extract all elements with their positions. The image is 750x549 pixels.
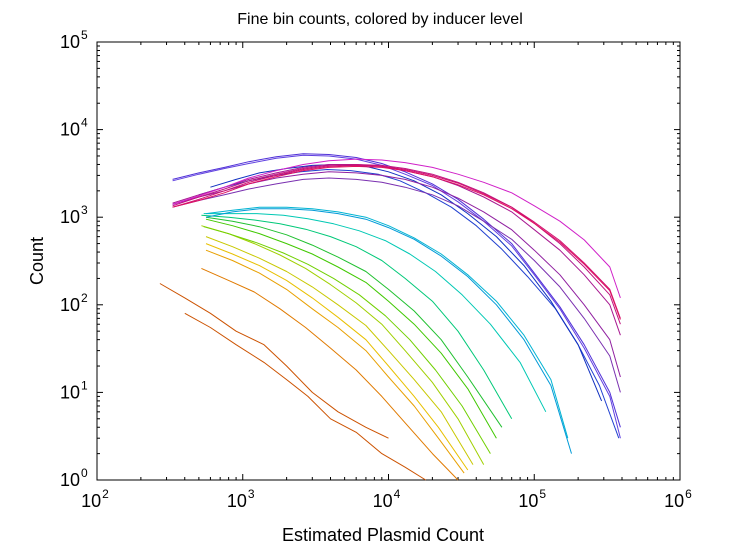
x-tick-exponent: 5 xyxy=(539,487,546,501)
series-line-1 xyxy=(159,283,389,439)
y-tick-label: 104 xyxy=(60,116,88,140)
series-line-6 xyxy=(205,236,474,465)
x-tick-exponent: 6 xyxy=(685,487,692,501)
series-line-3 xyxy=(201,267,459,481)
y-tick-exponent: 3 xyxy=(81,203,88,217)
x-tick-exponent: 4 xyxy=(394,487,401,501)
series-line-22 xyxy=(172,164,621,325)
series-line-7 xyxy=(201,225,485,465)
series-line-13 xyxy=(205,206,569,439)
series-line-25 xyxy=(172,158,621,299)
y-tick-label: 100 xyxy=(60,466,88,490)
series-line-4 xyxy=(205,249,465,474)
y-tick-exponent: 4 xyxy=(81,116,88,130)
y-tick-exponent: 2 xyxy=(81,291,88,305)
series-line-23 xyxy=(172,164,621,319)
y-tick-label: 103 xyxy=(60,203,88,227)
y-tick-label: 102 xyxy=(60,291,88,315)
y-tick-exponent: 5 xyxy=(81,28,88,42)
x-tick-label: 102 xyxy=(81,487,109,511)
x-tick-label: 103 xyxy=(227,487,255,511)
series-line-11 xyxy=(201,214,513,420)
plot-frame xyxy=(96,41,681,481)
series-line-5 xyxy=(205,243,469,471)
series-line-2 xyxy=(184,312,426,481)
y-tick-exponent: 0 xyxy=(81,466,88,480)
x-tick-exponent: 3 xyxy=(248,487,255,501)
chart-title: Fine bin counts, colored by inducer leve… xyxy=(237,11,523,28)
series-line-18 xyxy=(172,154,621,439)
series-line-10 xyxy=(205,216,503,428)
series-line-20 xyxy=(172,171,621,378)
x-tick-label: 104 xyxy=(373,487,401,511)
series-line-17 xyxy=(172,153,621,428)
y-tick-label: 101 xyxy=(60,378,88,402)
x-axis-label: Estimated Plasmid Count xyxy=(282,525,484,545)
series-line-14 xyxy=(205,208,572,454)
series-line-24 xyxy=(172,165,621,320)
series-line-9 xyxy=(205,218,497,439)
y-tick-label: 105 xyxy=(60,28,88,52)
y-axis-label: Count xyxy=(27,237,47,285)
series-line-12 xyxy=(203,213,547,413)
y-tick-exponent: 1 xyxy=(81,378,88,392)
series-line-19 xyxy=(172,177,621,393)
x-tick-label: 106 xyxy=(664,487,692,511)
series-line-8 xyxy=(203,226,491,454)
x-tick-label: 105 xyxy=(518,487,546,511)
series-line-16 xyxy=(210,164,603,402)
axis-ticks xyxy=(96,41,681,481)
x-tick-exponent: 2 xyxy=(102,487,109,501)
series-lines xyxy=(159,153,621,481)
